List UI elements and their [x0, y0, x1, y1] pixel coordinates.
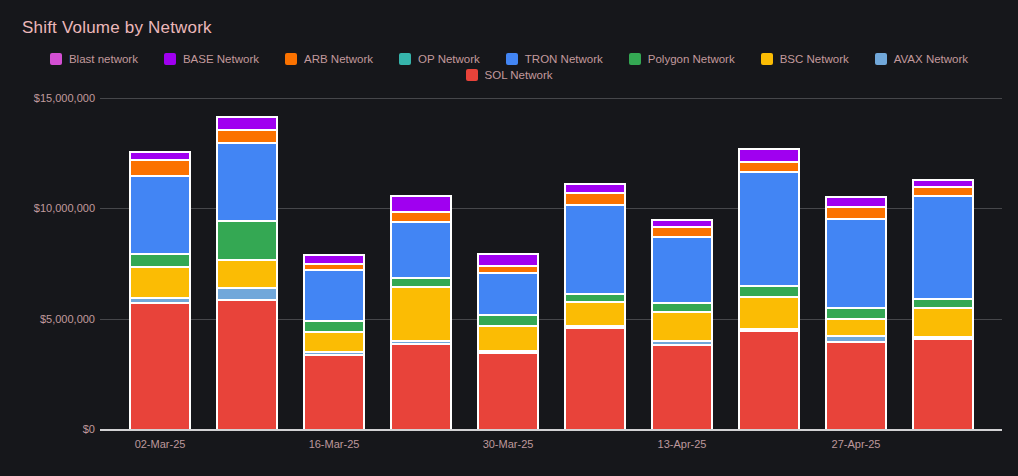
y-axis-tick-label: $15,000,000 — [0, 92, 95, 104]
stacked-bar-06-apr-25 — [564, 183, 626, 429]
stacked-bar-02-mar-25 — [129, 151, 191, 429]
bar-segment-bsc-network[interactable] — [392, 288, 450, 342]
x-axis-tick-label: 13-Apr-25 — [622, 438, 742, 450]
bar-segment-base-network[interactable] — [305, 256, 363, 266]
bar-segment-sol-network[interactable] — [305, 356, 363, 429]
stacked-bar-09-mar-25 — [216, 116, 278, 429]
bar-segment-base-network[interactable] — [479, 255, 537, 267]
bar-segment-sol-network[interactable] — [914, 340, 972, 429]
bar-segment-tron-network[interactable] — [479, 274, 537, 316]
bar-segment-polygon-network[interactable] — [305, 322, 363, 333]
bar-segment-tron-network[interactable] — [218, 144, 276, 221]
bar-segment-bsc-network[interactable] — [914, 309, 972, 339]
chart-panel: Shift Volume by Network Blast networkBAS… — [0, 0, 1018, 476]
bar-segment-bsc-network[interactable] — [653, 313, 711, 341]
stacked-bar-27-apr-25 — [825, 196, 887, 429]
x-axis-tick-label: 27-Apr-25 — [796, 438, 916, 450]
bar-segment-bsc-network[interactable] — [827, 320, 885, 337]
bar-segment-bsc-network[interactable] — [131, 268, 189, 299]
stacked-bar-04-may-25 — [912, 179, 974, 429]
bar-segment-sol-network[interactable] — [392, 345, 450, 429]
bar-segment-base-network[interactable] — [653, 221, 711, 229]
bar-segment-tron-network[interactable] — [566, 206, 624, 295]
plot-area: $0 $5,000,000 $10,000,000 $15,000,000 02-Mar… — [0, 0, 1018, 476]
bar-segment-base-network[interactable] — [740, 150, 798, 163]
bar-segment-arb-network[interactable] — [740, 163, 798, 173]
bar-segment-sol-network[interactable] — [479, 354, 537, 429]
x-axis-tick-label: 16-Mar-25 — [274, 438, 394, 450]
bar-segment-base-network[interactable] — [566, 185, 624, 194]
bar-segment-avax-network[interactable] — [218, 289, 276, 300]
bar-segment-base-network[interactable] — [827, 198, 885, 207]
x-axis-tick-label: 30-Mar-25 — [448, 438, 568, 450]
bar-segment-polygon-network[interactable] — [914, 300, 972, 309]
bar-segment-base-network[interactable] — [392, 197, 450, 212]
bar-segment-base-network[interactable] — [218, 118, 276, 131]
bar-segment-polygon-network[interactable] — [392, 279, 450, 288]
bar-segment-sol-network[interactable] — [653, 346, 711, 429]
bar-segment-bsc-network[interactable] — [218, 261, 276, 289]
stacked-bar-20-apr-25 — [738, 148, 800, 429]
bar-segment-sol-network[interactable] — [218, 301, 276, 429]
stacked-bar-23-mar-25 — [390, 195, 452, 429]
bar-segment-polygon-network[interactable] — [740, 287, 798, 298]
bar-segment-tron-network[interactable] — [827, 220, 885, 309]
bar-segment-sol-network[interactable] — [131, 304, 189, 428]
bar-segment-base-network[interactable] — [131, 153, 189, 161]
y-axis-tick-label: $5,000,000 — [0, 313, 95, 325]
bar-segment-sol-network[interactable] — [740, 332, 798, 429]
bar-segment-polygon-network[interactable] — [218, 222, 276, 261]
bar-segment-tron-network[interactable] — [131, 177, 189, 254]
bar-segment-arb-network[interactable] — [827, 208, 885, 220]
bar-segment-arb-network[interactable] — [218, 131, 276, 144]
bar-segment-base-network[interactable] — [914, 181, 972, 188]
bar-segment-bsc-network[interactable] — [479, 327, 537, 352]
bar-segment-arb-network[interactable] — [392, 213, 450, 224]
bar-segment-polygon-network[interactable] — [479, 316, 537, 327]
y-axis-tick-label: $10,000,000 — [0, 202, 95, 214]
bar-segment-arb-network[interactable] — [653, 228, 711, 238]
stacked-bar-30-mar-25 — [477, 253, 539, 429]
bar-segment-sol-network[interactable] — [827, 343, 885, 429]
bar-segment-arb-network[interactable] — [914, 188, 972, 196]
bar-segment-polygon-network[interactable] — [827, 309, 885, 320]
bar-segment-tron-network[interactable] — [740, 173, 798, 287]
bar-segment-polygon-network[interactable] — [653, 304, 711, 313]
bar-segment-polygon-network[interactable] — [566, 295, 624, 303]
stacked-bar-16-mar-25 — [303, 254, 365, 429]
bar-segment-arb-network[interactable] — [131, 161, 189, 177]
bar-segment-polygon-network[interactable] — [131, 255, 189, 268]
bar-segment-arb-network[interactable] — [479, 267, 537, 274]
bar-segment-tron-network[interactable] — [653, 238, 711, 304]
stacked-bar-13-apr-25 — [651, 219, 713, 429]
gridline — [100, 98, 1002, 99]
bar-segment-tron-network[interactable] — [305, 271, 363, 322]
bar-segment-bsc-network[interactable] — [740, 298, 798, 329]
bar-segment-tron-network[interactable] — [914, 197, 972, 300]
bar-segment-arb-network[interactable] — [566, 194, 624, 206]
y-axis-tick-label: $0 — [0, 423, 95, 435]
x-axis-baseline — [100, 429, 1002, 431]
x-axis-tick-label: 02-Mar-25 — [100, 438, 220, 450]
bar-segment-bsc-network[interactable] — [305, 333, 363, 354]
bar-segment-bsc-network[interactable] — [566, 303, 624, 326]
bar-segment-sol-network[interactable] — [566, 329, 624, 429]
bar-segment-tron-network[interactable] — [392, 223, 450, 279]
